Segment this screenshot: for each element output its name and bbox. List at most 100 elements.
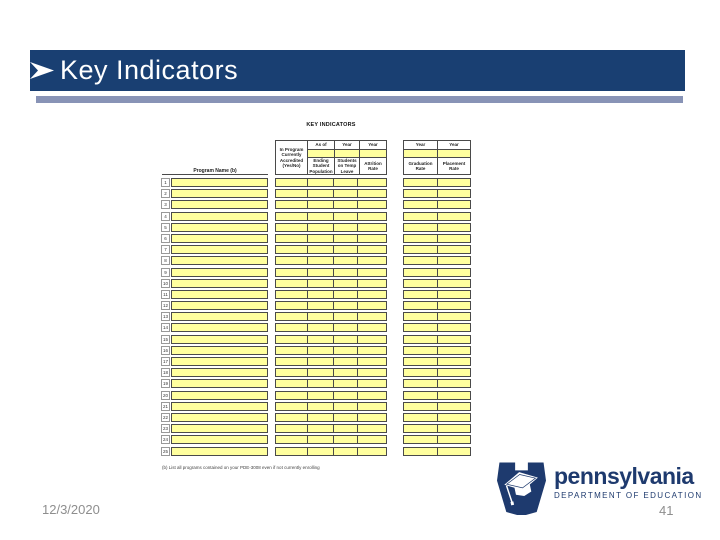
header-in-program-accredited: In Program Currently Accredited (Yes/No): [276, 141, 307, 174]
placement-rate-cell: [437, 190, 470, 198]
mid-cells: [275, 390, 387, 400]
accredited-cell: [276, 392, 307, 399]
right-cells: [403, 178, 471, 187]
mid-cells: [275, 435, 387, 445]
population-cell: [307, 279, 333, 287]
right-cells: [403, 222, 471, 232]
attrition-cell: [357, 268, 384, 276]
accredited-cell: [276, 257, 307, 264]
program-name-cell: [171, 446, 268, 456]
placement-rate-cell: [437, 335, 470, 343]
row-number: 11: [161, 289, 170, 299]
population-cell: [307, 425, 333, 433]
placement-rate-cell: [437, 447, 470, 455]
temp-leave-cell: [333, 346, 357, 354]
population-cell: [307, 413, 333, 421]
mid-cells: [275, 256, 387, 266]
temp-leave-cell: [333, 369, 357, 377]
temp-leave-cell: [333, 324, 357, 332]
mid-cells: [275, 178, 387, 187]
table-row: 2: [0, 188, 720, 199]
slide-title-bar: Key Indicators: [30, 50, 685, 91]
placement-rate-cell: [437, 212, 470, 220]
table-row: 21: [0, 401, 720, 412]
population-cell: [307, 190, 333, 198]
table-row: 1: [0, 177, 720, 188]
header-as-of: As of: [308, 141, 334, 149]
logo-brand: pennsylvania: [554, 463, 694, 489]
population-cell: [307, 268, 333, 276]
table-row: 9: [0, 267, 720, 278]
accredited-cell: [276, 190, 307, 197]
attrition-cell: [357, 447, 384, 455]
temp-leave-cell: [333, 223, 357, 231]
table-row: 11: [0, 289, 720, 300]
mid-cells: [275, 424, 387, 434]
page-number: 41: [659, 503, 674, 518]
graduation-rate-cell: [404, 425, 437, 432]
program-name-cell: [171, 368, 268, 378]
graduation-rate-cell: [404, 224, 437, 231]
attrition-cell: [357, 425, 384, 433]
row-number: 1: [161, 178, 170, 187]
right-header-block: Year Year Graduation Rate Placement Rate: [403, 140, 471, 175]
accredited-cell: [276, 291, 307, 298]
accredited-cell: [276, 313, 307, 320]
program-name-cell: [171, 200, 268, 210]
row-number: 10: [161, 278, 170, 288]
right-cells: [403, 412, 471, 422]
right-cells: [403, 446, 471, 456]
population-cell: [307, 447, 333, 455]
right-cells: [403, 401, 471, 411]
accredited-cell: [276, 436, 307, 443]
population-cell: [307, 313, 333, 321]
table-row: 15: [0, 334, 720, 345]
population-cell: [307, 257, 333, 265]
placement-rate-cell: [437, 346, 470, 354]
row-number: 12: [161, 301, 170, 311]
population-cell: [307, 346, 333, 354]
accent-divider-bar: [36, 96, 683, 103]
program-name-cell: [171, 267, 268, 277]
temp-leave-cell: [333, 425, 357, 433]
temp-leave-cell: [333, 335, 357, 343]
program-name-cell: [171, 211, 268, 221]
mid-cells: [275, 289, 387, 299]
row-number: 25: [161, 446, 170, 456]
program-name-cell: [171, 312, 268, 322]
temp-leave-cell: [333, 313, 357, 321]
right-cells: [403, 368, 471, 378]
right-cells: [403, 200, 471, 210]
program-name-column-header: Program Name (b): [162, 162, 268, 175]
mid-cells: [275, 189, 387, 199]
mid-cells: [275, 334, 387, 344]
row-number: 17: [161, 357, 170, 366]
program-name-cell: [171, 278, 268, 288]
placement-rate-cell: [437, 223, 470, 231]
sheet-title: KEY INDICATORS: [306, 122, 356, 128]
mid-cells: [275, 267, 387, 277]
placement-rate-cell: [437, 290, 470, 298]
program-name-cell: [171, 424, 268, 434]
table-row: 16: [0, 345, 720, 356]
placement-rate-cell: [437, 302, 470, 310]
graduation-rate-cell: [404, 179, 437, 186]
population-cell: [307, 201, 333, 209]
attrition-cell: [357, 302, 384, 310]
right-cells: [403, 390, 471, 400]
population-cell: [307, 212, 333, 220]
header-year-4: Year: [438, 141, 470, 149]
placement-rate-cell: [437, 436, 470, 444]
temp-leave-cell: [333, 234, 357, 242]
table-row: 10: [0, 278, 720, 289]
year-entry-cell: [308, 150, 334, 157]
table-row: 25: [0, 446, 720, 457]
table-row: 22: [0, 412, 720, 423]
attrition-cell: [357, 234, 384, 242]
right-cells: [403, 267, 471, 277]
temp-leave-cell: [333, 391, 357, 399]
temp-leave-cell: [333, 268, 357, 276]
mid-cells: [275, 323, 387, 333]
attrition-cell: [357, 335, 384, 343]
graduation-rate-cell: [404, 246, 437, 253]
